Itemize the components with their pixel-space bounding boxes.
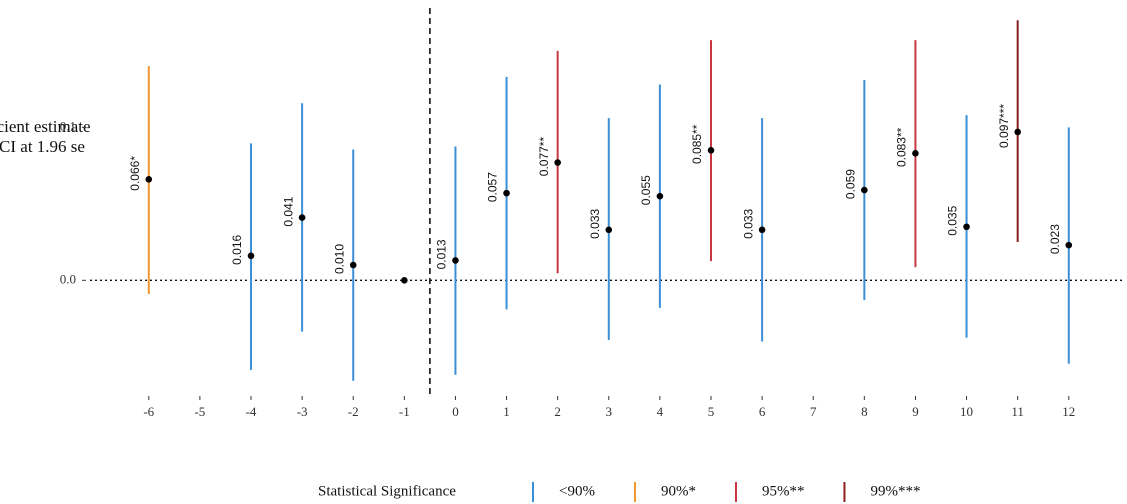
x-tick-label: 6 [759, 404, 766, 419]
legend-label: <90% [559, 483, 595, 499]
point [554, 159, 561, 166]
value-label: 0.041 [281, 196, 295, 226]
y-tick-label: 0.0 [60, 271, 76, 286]
x-tick-label: 1 [503, 404, 510, 419]
legend-title: Statistical Significance [318, 483, 456, 499]
value-label: 0.077** [537, 137, 551, 177]
x-tick-label: 9 [912, 404, 919, 419]
x-tick-label: 2 [554, 404, 561, 419]
x-tick-label: 5 [708, 404, 715, 419]
value-label: 0.033 [588, 208, 602, 238]
x-tick-label: 0 [452, 404, 459, 419]
value-label: 0.057 [486, 172, 500, 202]
legend-label: 90%* [661, 483, 696, 499]
point [656, 192, 664, 200]
x-tick-label: 7 [810, 404, 817, 419]
value-label: 0.066* [128, 156, 142, 191]
x-tick-label: -5 [194, 404, 205, 419]
value-label: 0.055 [639, 175, 653, 205]
point [1014, 128, 1021, 136]
point [503, 189, 510, 197]
point [963, 223, 970, 231]
value-label: 0.083** [895, 127, 909, 167]
point [861, 186, 868, 194]
x-tick-label: 8 [861, 404, 868, 419]
value-label: 0.023 [1048, 224, 1062, 254]
value-label: 0.059 [844, 169, 858, 199]
point [145, 176, 153, 183]
point [1065, 241, 1073, 249]
x-tick-label: -1 [399, 404, 410, 419]
point [605, 226, 613, 234]
x-tick-label: 10 [960, 404, 973, 419]
x-tick-label: 3 [606, 404, 613, 419]
point [298, 214, 306, 221]
x-tick-label: 4 [657, 404, 664, 419]
value-label: 0.085** [690, 124, 704, 164]
point [349, 261, 357, 269]
value-label: 0.035 [946, 205, 960, 235]
legend-label: 99%*** [870, 483, 920, 499]
value-label: 0.033 [741, 208, 755, 238]
y-axis-title: CI at 1.96 se [0, 137, 85, 156]
point [758, 226, 766, 234]
value-label: 0.013 [435, 239, 449, 269]
x-tick-label: -3 [297, 404, 308, 419]
x-tick-label: -4 [246, 404, 257, 419]
point [707, 146, 715, 154]
point [401, 276, 408, 284]
x-tick-label: -6 [143, 404, 154, 419]
legend-label: 95%** [762, 483, 805, 499]
x-tick-label: 11 [1011, 404, 1024, 419]
value-label: 0.097*** [997, 104, 1011, 148]
point [912, 150, 919, 157]
y-tick-label: 0.1 [60, 118, 76, 133]
y-axis-title: Coefficient estimate [0, 117, 91, 136]
point [247, 252, 255, 260]
point [452, 257, 459, 264]
x-tick-label: 12 [1062, 404, 1075, 419]
x-tick-label: -2 [348, 404, 359, 419]
value-label: 0.010 [332, 244, 346, 274]
value-label: 0.016 [230, 234, 244, 264]
